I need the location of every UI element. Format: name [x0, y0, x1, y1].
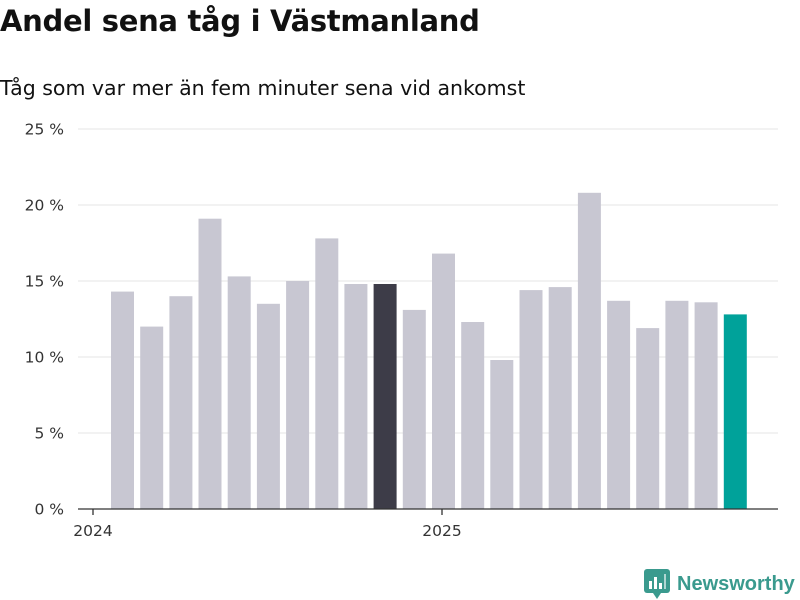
bar-2024-03[interactable] [169, 296, 193, 509]
x-axis-ticks: 2024 2025 [73, 509, 462, 540]
chart-subtitle: Tåg som var mer än fem minuter sena vid … [0, 76, 526, 100]
bar-2025-02[interactable] [490, 360, 514, 509]
brand-name: Newsworthy [677, 572, 795, 595]
bar-chart: 0 % 5 % 10 % 15 % 20 % 25 % 2024 2025 [25, 121, 778, 540]
y-tick-label: 10 % [25, 349, 64, 367]
chart-title: Andel sena tåg i Västmanland [0, 4, 480, 38]
gridlines [78, 128, 778, 434]
bar-2024-07[interactable] [286, 281, 310, 509]
y-tick-label: 5 % [34, 425, 64, 443]
bar-2024-04[interactable] [198, 218, 222, 509]
y-axis-ticks: 0 % 5 % 10 % 15 % 20 % 25 % [25, 121, 64, 519]
bar-2025-05[interactable] [577, 192, 601, 510]
bar-2025-09[interactable] [694, 302, 718, 509]
y-tick-label: 20 % [25, 197, 64, 215]
bar-2025-01[interactable] [461, 322, 485, 509]
bars [111, 192, 747, 510]
bar-2025-06[interactable] [607, 300, 631, 509]
bar-2025-03[interactable] [519, 290, 543, 509]
y-tick-label: 25 % [25, 121, 64, 139]
bar-2024-08[interactable] [315, 238, 339, 509]
x-tick-label-2025: 2025 [422, 522, 461, 540]
x-tick-label-2024: 2024 [73, 522, 112, 540]
bar-2024-01[interactable] [111, 291, 134, 509]
y-tick-label: 15 % [25, 273, 64, 291]
bar-2024-11[interactable] [402, 309, 426, 509]
bar-2024-09[interactable] [344, 284, 368, 509]
bar-2025-10[interactable] [723, 314, 747, 509]
bar-2024-12[interactable] [432, 253, 455, 509]
bar-2024-05[interactable] [227, 276, 251, 509]
newsworthy-logo-icon [644, 569, 670, 599]
bar-2025-07[interactable] [636, 328, 660, 509]
bar-2025-04[interactable] [548, 287, 572, 509]
bar-2024-02[interactable] [140, 326, 164, 509]
bar-2024-06[interactable] [256, 303, 280, 509]
y-tick-label: 0 % [34, 501, 64, 519]
bar-2024-10[interactable] [373, 284, 397, 509]
newsworthy-logo[interactable]: Newsworthy [644, 569, 795, 599]
bar-2025-08[interactable] [665, 300, 689, 509]
